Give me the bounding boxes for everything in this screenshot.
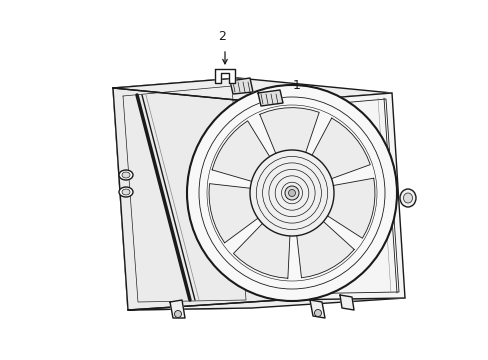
Ellipse shape xyxy=(122,172,130,178)
Ellipse shape xyxy=(122,189,130,195)
Polygon shape xyxy=(215,69,235,83)
Polygon shape xyxy=(266,93,404,300)
Ellipse shape xyxy=(399,189,415,207)
Circle shape xyxy=(174,310,181,318)
Polygon shape xyxy=(208,184,261,243)
Circle shape xyxy=(288,189,295,197)
Polygon shape xyxy=(324,178,374,238)
Circle shape xyxy=(285,186,298,200)
Ellipse shape xyxy=(249,150,333,236)
Polygon shape xyxy=(339,295,353,310)
Polygon shape xyxy=(309,300,325,318)
Polygon shape xyxy=(170,300,184,318)
Polygon shape xyxy=(229,78,252,94)
Polygon shape xyxy=(309,118,369,180)
Polygon shape xyxy=(212,121,271,183)
Text: 1: 1 xyxy=(292,79,300,92)
Polygon shape xyxy=(296,219,353,278)
Polygon shape xyxy=(113,78,391,103)
Polygon shape xyxy=(128,298,404,310)
Circle shape xyxy=(314,310,321,316)
Polygon shape xyxy=(258,90,283,106)
Polygon shape xyxy=(113,88,281,310)
Polygon shape xyxy=(259,108,319,157)
Text: 2: 2 xyxy=(218,30,225,43)
Polygon shape xyxy=(113,78,251,310)
Ellipse shape xyxy=(119,170,133,180)
Polygon shape xyxy=(233,221,289,278)
Ellipse shape xyxy=(403,193,412,203)
Ellipse shape xyxy=(119,187,133,197)
Ellipse shape xyxy=(186,85,396,301)
